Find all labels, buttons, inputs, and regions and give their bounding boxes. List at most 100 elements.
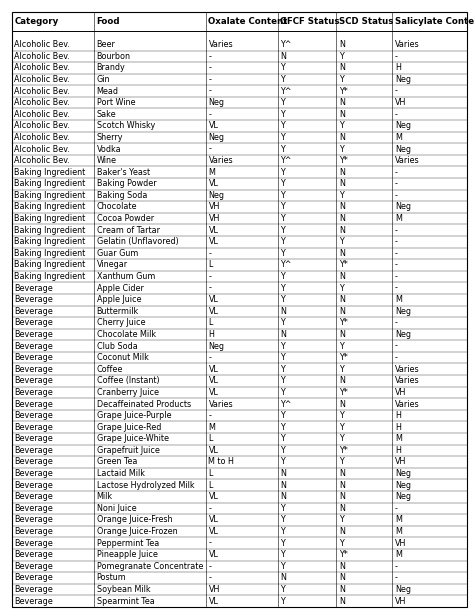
Text: VL: VL [209, 365, 219, 374]
Text: N: N [339, 168, 345, 177]
Text: Vodka: Vodka [97, 145, 121, 153]
Text: Y: Y [280, 145, 285, 153]
Text: Y: Y [280, 202, 285, 211]
Text: Beverage: Beverage [14, 318, 53, 327]
Text: Y: Y [339, 457, 344, 466]
Text: Alcoholic Bev.: Alcoholic Bev. [14, 156, 70, 165]
Text: N: N [339, 110, 345, 119]
Text: L: L [209, 434, 213, 443]
Text: Y: Y [280, 504, 285, 513]
Text: VL: VL [209, 516, 219, 525]
Text: Y^: Y^ [280, 86, 292, 96]
Text: Y: Y [280, 539, 285, 547]
Text: Y: Y [280, 341, 285, 351]
Text: Neg: Neg [395, 202, 411, 211]
Text: Y: Y [280, 272, 285, 281]
Text: Soybean Milk: Soybean Milk [97, 585, 150, 594]
Text: N: N [339, 98, 345, 107]
Text: -: - [209, 63, 211, 72]
Text: L: L [209, 318, 213, 327]
Text: Vinegar: Vinegar [97, 261, 128, 270]
Text: Cherry Juice: Cherry Juice [97, 318, 145, 327]
Text: -: - [209, 539, 211, 547]
Text: M: M [209, 423, 215, 432]
Text: Orange Juice-Fresh: Orange Juice-Fresh [97, 516, 172, 525]
Text: Y^: Y^ [280, 40, 292, 49]
Text: VL: VL [209, 376, 219, 386]
Text: Y: Y [339, 516, 344, 525]
Text: -: - [209, 52, 211, 61]
Text: -: - [395, 237, 398, 246]
Text: VL: VL [209, 596, 219, 606]
Text: N: N [339, 40, 345, 49]
Text: Beverage: Beverage [14, 562, 53, 571]
Text: N: N [339, 481, 345, 490]
Text: Y*: Y* [339, 550, 347, 559]
Text: VH: VH [395, 539, 406, 547]
Text: Category: Category [14, 17, 58, 26]
Text: -: - [395, 110, 398, 119]
Text: Baking Powder: Baking Powder [97, 180, 156, 188]
Text: Sherry: Sherry [97, 133, 123, 142]
Text: Lactaid Milk: Lactaid Milk [97, 469, 145, 478]
Text: Coconut Milk: Coconut Milk [97, 353, 148, 362]
Text: Cranberry Juice: Cranberry Juice [97, 388, 159, 397]
Text: Beverage: Beverage [14, 353, 53, 362]
Text: Decaffeinated Products: Decaffeinated Products [97, 400, 191, 408]
Text: Green Tea: Green Tea [97, 457, 137, 466]
Text: Neg: Neg [395, 492, 411, 501]
Text: L: L [209, 469, 213, 478]
Text: Salicylate Content: Salicylate Content [395, 17, 474, 26]
Text: Baking Ingredient: Baking Ingredient [14, 168, 85, 177]
Text: VH: VH [209, 585, 220, 594]
Text: VH: VH [395, 457, 406, 466]
Text: Beverage: Beverage [14, 492, 53, 501]
Text: Beverage: Beverage [14, 284, 53, 292]
Text: VL: VL [209, 121, 219, 131]
Text: Beverage: Beverage [14, 330, 53, 339]
Text: Beverage: Beverage [14, 504, 53, 513]
Text: VL: VL [209, 237, 219, 246]
Text: N: N [280, 573, 286, 582]
Text: N: N [339, 504, 345, 513]
Text: -: - [209, 562, 211, 571]
Text: Alcoholic Bev.: Alcoholic Bev. [14, 98, 70, 107]
Text: N: N [280, 481, 286, 490]
Text: -: - [209, 110, 211, 119]
Text: N: N [339, 226, 345, 235]
Text: Neg: Neg [209, 133, 225, 142]
Text: Scotch Whisky: Scotch Whisky [97, 121, 155, 131]
Text: Y: Y [280, 133, 285, 142]
Text: Beverage: Beverage [14, 469, 53, 478]
Text: Apple Cider: Apple Cider [97, 284, 144, 292]
Text: Beverage: Beverage [14, 376, 53, 386]
Text: Y: Y [280, 353, 285, 362]
Text: -: - [395, 353, 398, 362]
Text: M: M [395, 516, 401, 525]
Text: VH: VH [209, 214, 220, 223]
Text: N: N [339, 469, 345, 478]
Text: -: - [209, 573, 211, 582]
Text: GFCF Status: GFCF Status [280, 17, 340, 26]
Text: Beverage: Beverage [14, 596, 53, 606]
Text: N: N [339, 492, 345, 501]
Text: -: - [209, 272, 211, 281]
Text: Y: Y [339, 145, 344, 153]
Text: Alcoholic Bev.: Alcoholic Bev. [14, 121, 70, 131]
Text: N: N [280, 330, 286, 339]
Text: Y*: Y* [339, 353, 347, 362]
Text: VL: VL [209, 388, 219, 397]
Text: Baking Ingredient: Baking Ingredient [14, 180, 85, 188]
Text: Neg: Neg [395, 481, 411, 490]
Text: Y: Y [339, 434, 344, 443]
Text: VH: VH [209, 202, 220, 211]
Text: Xanthum Gum: Xanthum Gum [97, 272, 155, 281]
Text: N: N [339, 63, 345, 72]
Text: Neg: Neg [209, 98, 225, 107]
Text: Y: Y [280, 191, 285, 200]
Text: Beverage: Beverage [14, 306, 53, 316]
Text: Y: Y [280, 596, 285, 606]
Text: M: M [395, 550, 401, 559]
Text: Orange Juice-Frozen: Orange Juice-Frozen [97, 527, 177, 536]
Text: M: M [209, 168, 215, 177]
